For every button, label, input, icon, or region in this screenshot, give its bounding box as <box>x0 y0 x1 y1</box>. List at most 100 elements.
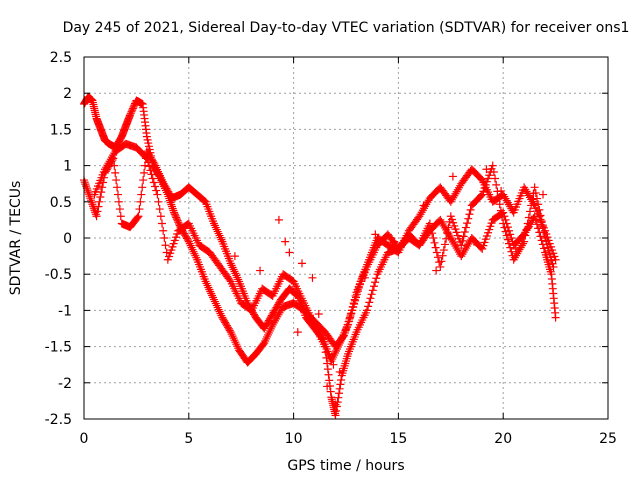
data-point <box>528 195 537 204</box>
data-point <box>135 205 144 214</box>
data-point <box>417 208 426 217</box>
data-point <box>446 197 455 206</box>
data-point <box>338 332 347 341</box>
data-point <box>232 340 241 349</box>
data-point <box>209 295 218 304</box>
data-point <box>509 255 518 264</box>
x-tick-label: 10 <box>285 431 303 447</box>
data-point <box>232 271 241 280</box>
y-tick-label: 0 <box>63 231 72 247</box>
data-point <box>463 219 472 228</box>
data-point <box>231 269 240 278</box>
data-point <box>85 192 94 201</box>
data-point <box>539 190 548 199</box>
data-point <box>460 246 469 255</box>
data-point <box>491 174 500 183</box>
data-point <box>331 347 340 356</box>
data-point <box>83 186 92 195</box>
data-point <box>332 345 341 354</box>
data-point <box>110 161 119 170</box>
data-point <box>234 275 243 284</box>
data-point <box>531 216 540 225</box>
data-point <box>142 154 151 163</box>
data-point <box>430 238 439 247</box>
data-point <box>439 246 448 255</box>
data-point <box>421 202 430 211</box>
data-point <box>151 161 160 170</box>
data-point <box>492 180 501 189</box>
data-point <box>192 253 201 262</box>
data-point <box>340 328 349 337</box>
data-point <box>495 200 504 209</box>
data-point <box>256 266 265 275</box>
data-point <box>274 310 283 319</box>
data-point <box>520 237 529 246</box>
data-point <box>323 359 332 368</box>
data-point <box>274 215 283 224</box>
data-point <box>336 380 345 389</box>
data-point <box>212 301 221 310</box>
data-point <box>185 239 194 248</box>
data-point <box>496 206 505 215</box>
data-point <box>329 353 338 362</box>
grid <box>84 57 608 419</box>
data-point <box>184 237 193 246</box>
data-point <box>500 192 509 201</box>
data-point <box>263 330 272 339</box>
data-point <box>351 291 360 300</box>
data-point <box>331 400 340 409</box>
data-point <box>84 188 93 197</box>
data-point <box>230 267 239 276</box>
data-point <box>234 344 243 353</box>
data-point <box>154 167 163 176</box>
data-point <box>151 182 160 191</box>
data-point <box>367 290 376 299</box>
data-point <box>332 406 341 415</box>
data-point <box>322 353 331 362</box>
data-point <box>183 236 192 245</box>
data-point <box>521 185 530 194</box>
data-point <box>191 251 200 260</box>
data-point <box>136 197 145 206</box>
data-point <box>216 233 225 242</box>
data-point <box>216 309 225 318</box>
data-point <box>469 237 478 246</box>
data-point <box>521 231 530 240</box>
data-point <box>347 306 356 315</box>
data-point <box>450 240 459 249</box>
data-point <box>210 297 219 306</box>
data-point <box>464 240 473 249</box>
data-point <box>539 228 548 237</box>
data-point <box>226 259 235 268</box>
data-point <box>262 334 271 343</box>
data-point <box>281 237 290 246</box>
data-point <box>150 159 159 168</box>
data-point <box>213 303 222 312</box>
data-point <box>98 183 107 192</box>
data-point <box>94 202 103 211</box>
data-point <box>207 289 216 298</box>
data-point <box>152 186 161 195</box>
data-point <box>525 207 534 216</box>
data-point <box>230 252 239 261</box>
data-point <box>366 294 375 303</box>
data-point <box>323 365 332 374</box>
data-point <box>229 334 238 343</box>
x-tick-label: 15 <box>389 431 407 447</box>
data-point <box>524 191 533 200</box>
data-point <box>536 232 545 241</box>
data-point <box>489 168 498 177</box>
data-point <box>230 336 239 345</box>
data-point <box>506 243 515 252</box>
data-point <box>88 200 97 209</box>
data-point <box>323 382 332 391</box>
data-point <box>206 287 215 296</box>
data-point <box>188 245 197 254</box>
data-point <box>86 194 95 203</box>
data-point <box>531 188 540 197</box>
data-point <box>336 336 345 345</box>
data-point <box>438 219 447 228</box>
data-point <box>158 219 167 228</box>
data-point <box>209 293 218 302</box>
data-point <box>202 279 211 288</box>
